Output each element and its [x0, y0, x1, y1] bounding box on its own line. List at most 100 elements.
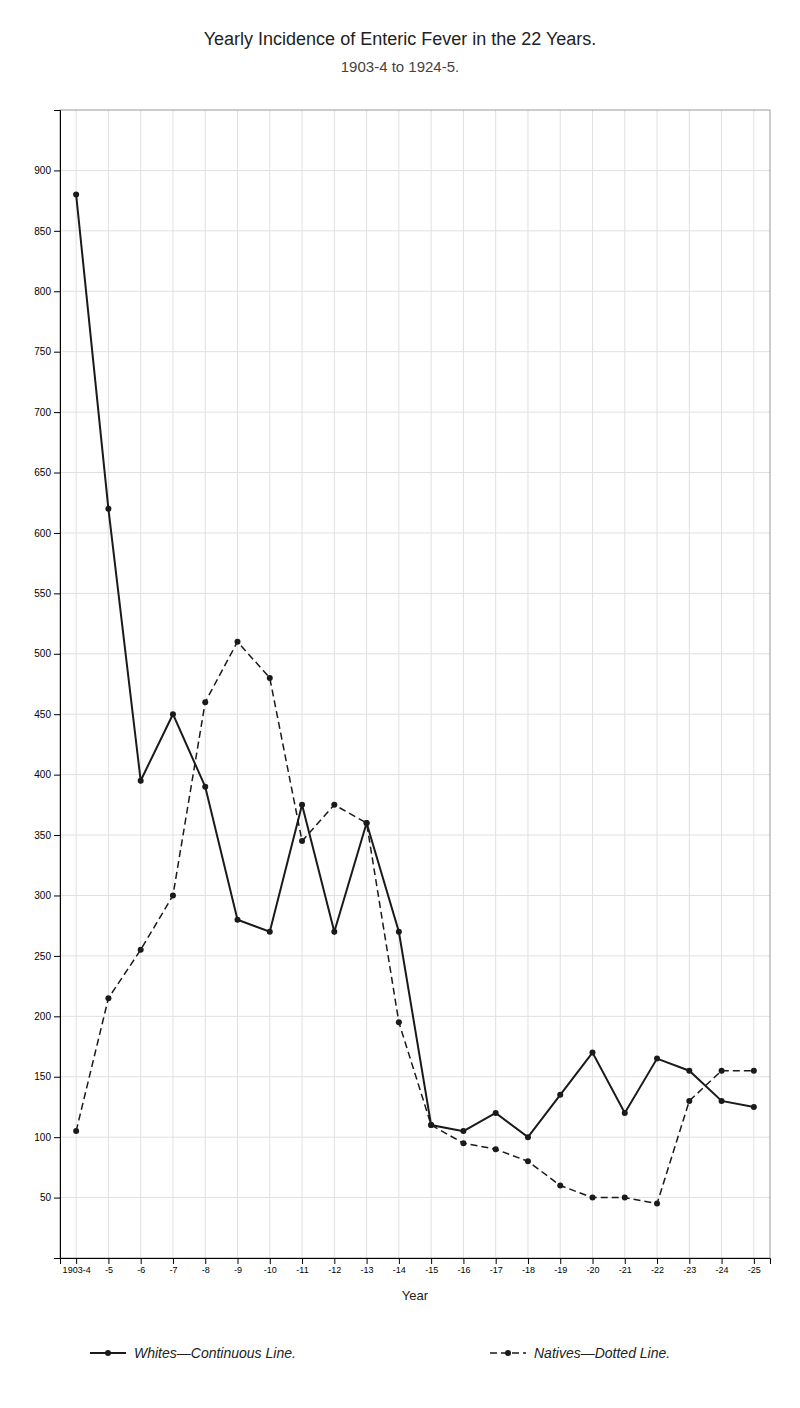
grid-line-x: [753, 110, 754, 1258]
grid-line-y: [60, 593, 770, 594]
grid-line-y: [60, 532, 770, 533]
y-tick: 700: [34, 407, 60, 418]
x-tick: -20: [586, 1258, 599, 1275]
y-tick-mark: [54, 473, 60, 474]
grid-line-x: [302, 110, 303, 1258]
x-tick-mark: [302, 1258, 303, 1264]
series-point: [299, 838, 305, 844]
y-tick-label: 150: [34, 1071, 51, 1082]
x-tick-mark: [722, 1258, 723, 1264]
x-tick-label: -12: [328, 1265, 341, 1275]
series-group: [73, 192, 757, 1207]
y-tick-label: 800: [34, 286, 51, 297]
grid-line-x: [624, 110, 625, 1258]
x-tick-mark: [270, 1258, 271, 1264]
y-tick-mark: [54, 956, 60, 957]
series-point: [622, 1195, 628, 1201]
series-point: [493, 1110, 499, 1116]
x-tick-mark: [496, 1258, 497, 1264]
legend-marker: [505, 1350, 511, 1356]
y-tick-mark: [54, 1198, 60, 1199]
legend-label: Whites—Continuous Line.: [134, 1345, 296, 1361]
series-point: [493, 1146, 499, 1152]
grid-line-x: [721, 110, 722, 1258]
y-tick-label: 400: [34, 769, 51, 780]
series-point: [590, 1195, 596, 1201]
x-tick-label: -19: [554, 1265, 567, 1275]
grid-line-x: [76, 110, 77, 1258]
series-point: [235, 639, 241, 645]
x-tick-label: -15: [425, 1265, 438, 1275]
y-tick-mark: [54, 593, 60, 594]
grid-line-y: [60, 955, 770, 956]
y-tick-label: 650: [34, 467, 51, 478]
x-tick-label: -17: [490, 1265, 503, 1275]
y-tick-mark: [54, 1077, 60, 1078]
y-tick-mark: [54, 533, 60, 534]
series-point: [396, 929, 402, 935]
y-tick: 750: [34, 346, 60, 357]
series-point: [654, 1201, 660, 1207]
x-tick: -21: [619, 1258, 632, 1275]
series-point: [202, 699, 208, 705]
series-point: [170, 711, 176, 717]
grid-line-y: [60, 895, 770, 896]
y-tick: 550: [34, 588, 60, 599]
x-tick: -6: [137, 1258, 145, 1275]
series-line: [76, 195, 754, 1138]
series-point: [267, 929, 273, 935]
y-tick-mark: [54, 714, 60, 715]
grid-line-x: [657, 110, 658, 1258]
series-point: [590, 1050, 596, 1056]
x-tick: -18: [522, 1258, 535, 1275]
grid-line-y: [60, 351, 770, 352]
series-point: [73, 1128, 79, 1134]
x-tick-label: -11: [296, 1265, 308, 1275]
series-point: [686, 1098, 692, 1104]
grid-line-y: [60, 1016, 770, 1017]
grid-line-y: [60, 170, 770, 171]
x-tick-mark: [108, 1258, 109, 1264]
grid-line-y: [60, 774, 770, 775]
y-tick-mark: [54, 1137, 60, 1138]
x-tick-mark: [560, 1258, 561, 1264]
x-tick-label: -10: [264, 1265, 277, 1275]
series-point: [396, 1019, 402, 1025]
grid-line-x: [205, 110, 206, 1258]
y-tick-label: 700: [34, 407, 51, 418]
x-tick: -14: [393, 1258, 406, 1275]
x-tick-label: -20: [586, 1265, 599, 1275]
y-tick-mark: [54, 170, 60, 171]
series-point: [299, 802, 305, 808]
series-point: [751, 1068, 757, 1074]
grid-line-x: [592, 110, 593, 1258]
x-tick: -5: [105, 1258, 113, 1275]
y-tick-label: 900: [34, 165, 51, 176]
legend: Whites—Continuous Line.Natives—Dotted Li…: [90, 1345, 670, 1361]
y-tick-mark: [54, 352, 60, 353]
x-axis: 1903-4-5-6-7-8-9-10-11-12-13-14-15-16-17…: [61, 1258, 771, 1275]
x-tick: -11: [296, 1258, 308, 1275]
x-tick: -22: [651, 1258, 664, 1275]
y-tick-label: 750: [34, 346, 51, 357]
y-tick-mark: [54, 1016, 60, 1017]
series-line: [76, 642, 754, 1204]
grid-line-y: [60, 1076, 770, 1077]
y-tick: 800: [34, 286, 60, 297]
legend-item: Whites—Continuous Line.: [90, 1345, 296, 1361]
x-tick-mark: [141, 1258, 142, 1264]
grid-line-x: [108, 110, 109, 1258]
grid-line-y: [60, 472, 770, 473]
series-point: [751, 1104, 757, 1110]
series-point: [557, 1092, 563, 1098]
y-tick-mark: [54, 775, 60, 776]
x-tick: -8: [202, 1258, 210, 1275]
x-tick-label: -24: [716, 1265, 729, 1275]
x-tick-mark: [593, 1258, 594, 1264]
x-tick-mark: [76, 1258, 77, 1264]
series-point: [331, 929, 337, 935]
x-tick-label: -25: [748, 1265, 761, 1275]
y-tick-label: 100: [34, 1132, 51, 1143]
y-tick: 650: [34, 467, 60, 478]
y-axis: 5010015020025030035040045050055060065070…: [34, 111, 60, 1259]
